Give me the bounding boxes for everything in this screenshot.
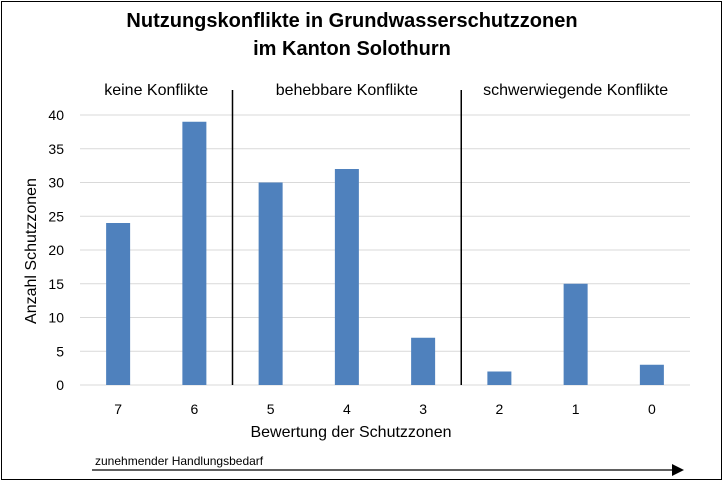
x-tick-label-1: 1 [572,401,580,417]
bar-3 [411,337,436,385]
bar-2 [487,371,512,385]
group-label-2: schwerwiegende Konflikte [483,82,668,99]
x-tick-label-4: 4 [343,401,351,417]
chart-title-line-2: im Kanton Solothurn [253,38,451,60]
y-tick-label-35: 35 [48,141,64,157]
x-tick-labels: 7 6 5 4 3 2 1 0 [114,401,656,417]
bar-5 [258,182,283,385]
y-tick-label-25: 25 [48,208,64,224]
y-tick-labels: 0 5 10 15 20 25 30 35 40 [48,107,64,393]
x-tick-label-7: 7 [114,401,122,417]
group-dividers [231,90,462,385]
x-tick-label-6: 6 [190,401,198,417]
group-label-1: behebbare Konflikte [276,82,418,99]
y-tick-label-10: 10 [48,310,64,326]
y-tick-label-15: 15 [48,276,64,292]
y-tick-label-0: 0 [56,377,64,393]
y-tick-label-40: 40 [48,107,64,123]
chart-title-line-1: Nutzungskonflikte in Grundwasserschutzzo… [126,10,577,32]
bar-1 [563,283,588,385]
bar-6 [182,121,207,385]
gridlines [80,114,690,386]
x-tick-label-0: 0 [648,401,656,417]
x-tick-label-5: 5 [267,401,275,417]
group-labels: keine Konflikte behebbare Konflikte schwer… [104,82,668,99]
group-label-0: keine Konflikte [104,82,208,99]
y-tick-label-20: 20 [48,242,64,258]
y-tick-label-30: 30 [48,175,64,191]
x-tick-label-3: 3 [419,401,427,417]
bar-7 [106,223,131,385]
footer-label: zunehmender Handlungsbedarf [95,454,264,468]
bars [106,121,664,385]
x-tick-label-2: 2 [495,401,503,417]
footer-arrow-head [672,464,684,476]
bar-0 [639,364,664,385]
y-axis-title: Anzahl Schutzzonen [23,178,40,324]
bar-4 [334,169,359,385]
y-tick-label-5: 5 [56,343,64,359]
x-axis-title: Bewertung der Schutzzonen [250,424,451,441]
